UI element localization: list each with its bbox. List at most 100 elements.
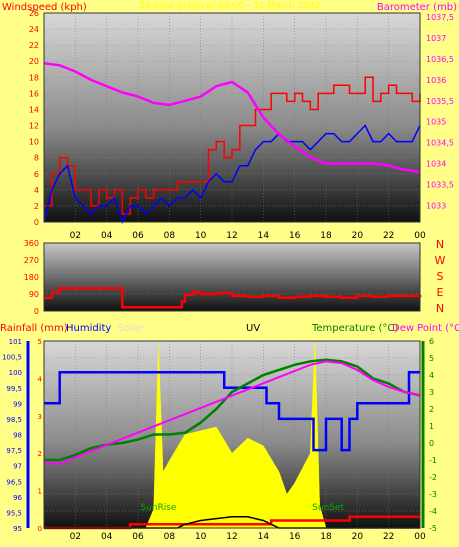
wind-x-tick-label: 04 [101,231,113,241]
humidity-y-tick-label: 95 [13,525,22,533]
temp-y-tick-label: -2 [429,473,437,482]
humidity-y-tick-label: 100,5 [2,354,22,362]
wind-x-tick-label: 06 [132,231,144,241]
temp-x-tick-label: 08 [164,532,176,542]
temp-y-tick-label: 1 [429,422,434,431]
temp-x-tick-label: 10 [195,532,207,542]
wind-y-tick-label: 0 [34,218,39,227]
temp-y-tick-label: -5 [429,524,437,533]
temp-y-tick-label: 3 [429,388,434,397]
wind-y-tick-label: 26 [29,9,39,18]
rain-y-tick-label: 1 [38,488,42,496]
temp-x-tick-label: 02 [70,532,81,542]
temp-x-tick-label: 04 [101,532,113,542]
humidity-y-tick-label: 101 [9,338,22,346]
rain-y-tick-label: 5 [38,338,42,346]
solar-series-area [44,340,420,529]
wind-x-tick-label: 02 [70,231,81,241]
wind-x-tick-label: 00 [414,231,426,241]
temp-y-tick-label: -3 [429,490,437,499]
direction-y-tick-label: 360 [24,239,39,248]
temp-x-tick-label: 14 [258,532,270,542]
temp-y-tick-label: 5 [429,354,434,363]
humidity-y-tick-label: 98 [13,432,22,440]
temp-x-tick-label: 12 [226,532,237,542]
rain-y-tick-label: 0 [38,525,42,533]
barometer-y-tick-label: 1034 [426,159,446,168]
temp-x-tick-label: 00 [414,532,426,542]
direction-y-tick-label: 270 [24,256,39,265]
barometer-y-tick-label: 1033,5 [426,180,454,189]
temp-x-tick-label: 22 [383,532,394,542]
temp-y-tick-label: 6 [429,337,434,346]
wind-x-tick-label: 16 [289,231,301,241]
sunrise-label: SunRise [140,503,177,513]
wind-x-tick-label: 22 [383,231,394,241]
direction-plot-border [43,242,421,312]
rain-y-tick-label: 4 [38,375,43,383]
wind-series-barometer [43,61,421,174]
humidity-y-tick-label: 96 [13,494,22,502]
temp-series-humidity [44,370,420,452]
humidity-y-tick-label: 99 [13,400,22,408]
temp-x-tick-label: 20 [352,532,364,542]
temp-header-label: Temperature (°C) [311,323,398,334]
compass-label: N [436,302,444,315]
wind-ylabel-left: Windspeed (kph) [2,2,87,13]
humidity-y-tick-label: 99,5 [6,385,22,393]
humidity-y-tick-label: 96,5 [6,478,22,486]
wind-y-tick-label: 14 [29,105,39,114]
wind-y-tick-label: 12 [29,122,39,131]
wind-x-tick-label: 12 [226,231,237,241]
temp-y-tick-label: -1 [429,456,437,465]
direction-y-tick-label: 90 [29,290,39,299]
temp-y-tick-label: 4 [429,371,434,380]
direction-plot-area [44,243,420,311]
wind-x-tick-label: 20 [352,231,364,241]
wind-y-tick-label: 16 [29,89,39,98]
barometer-y-tick-label: 1033 [426,201,446,210]
wind-chart-title: 24 hour graph at 00:00 - 31 March 2012 [139,1,320,11]
compass-label: S [437,270,444,283]
barometer-y-tick-label: 1035,5 [426,97,454,106]
direction-series-line [44,287,422,309]
rain-y-tick-label: 2 [38,450,42,458]
humidity-y-tick-label: 100 [9,369,22,377]
barometer-y-tick-label: 1037 [426,34,446,43]
wind-y-tick-label: 4 [34,186,39,195]
temp-plot-border [43,340,421,529]
temp-x-tick-label: 16 [289,532,301,542]
wind-y-tick-label: 8 [34,154,39,163]
temp-header-label: UV [246,323,260,334]
barometer-y-tick-label: 1037,5 [426,13,454,22]
wind-x-tick-label: 10 [195,231,207,241]
direction-y-tick-label: 0 [34,307,39,316]
humidity-y-tick-label: 97 [13,463,22,471]
wind-plot-border [43,12,421,223]
humidity-y-tick-label: 95,5 [6,509,22,517]
wind-y-tick-label: 6 [34,170,39,179]
humidity-y-tick-label: 98,5 [6,416,22,424]
wind-y-tick-label: 22 [29,41,39,50]
wind-y-tick-label: 18 [29,73,39,82]
barometer-y-tick-label: 1034,5 [426,139,454,148]
barometer-y-tick-label: 1036,5 [426,55,454,64]
rain-y-tick-label: 3 [38,413,42,421]
compass-label: E [437,286,444,299]
wind-x-tick-label: 14 [258,231,270,241]
temp-header-label: Solar [118,323,144,334]
temp-header-label: Rainfall (mm) [0,323,68,334]
compass-label: N [436,238,444,251]
barometer-y-tick-label: 1036 [426,76,446,85]
temp-y-tick-label: 0 [429,439,434,448]
wind-y-tick-label: 24 [29,25,39,34]
temp-y-tick-label: -4 [429,507,437,516]
direction-y-tick-label: 180 [24,273,39,282]
wind-series-gust [43,124,421,224]
wind-x-tick-label: 08 [164,231,176,241]
temp-series-dew-point [44,360,421,465]
barometer-ylabel-right: Barometer (mb) [377,2,457,13]
wind-y-tick-label: 2 [34,202,39,211]
sunset-label: SunSet [312,503,344,513]
